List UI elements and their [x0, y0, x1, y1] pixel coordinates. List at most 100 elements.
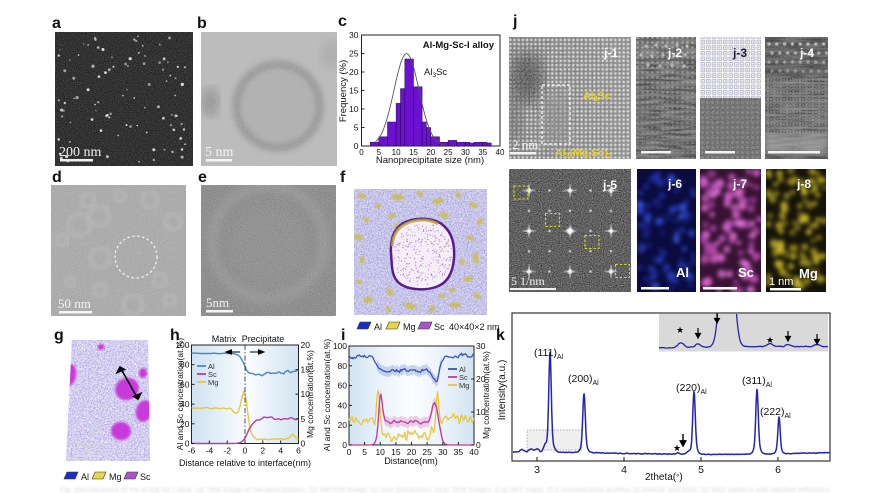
svg-text:Distance relative to interface: Distance relative to interface(nm) [179, 458, 311, 468]
svg-text:Al: Al [374, 322, 382, 332]
svg-text:Mg: Mg [799, 266, 818, 281]
svg-text:h: h [170, 327, 180, 344]
svg-text:0: 0 [476, 440, 481, 450]
svg-text:50 nm: 50 nm [58, 296, 91, 311]
svg-text:Sc: Sc [738, 265, 754, 280]
svg-text:j-8: j-8 [796, 177, 811, 191]
svg-text:-6: -6 [188, 446, 196, 456]
svg-text:5 nm: 5 nm [205, 145, 234, 160]
svg-text:80: 80 [180, 360, 190, 370]
svg-text:40: 40 [469, 447, 479, 457]
svg-text:35: 35 [454, 447, 464, 457]
svg-text:1 nm: 1 nm [769, 276, 793, 288]
svg-text:2 nm: 2 nm [512, 137, 538, 152]
svg-text:Al3Sc: Al3Sc [583, 90, 611, 103]
svg-text:5: 5 [362, 447, 367, 457]
svg-text:e: e [198, 169, 207, 186]
svg-text:Precipitate: Precipitate [242, 334, 285, 344]
svg-text:j-4: j-4 [799, 46, 814, 60]
svg-text:Mg concentration(at.%): Mg concentration(at.%) [481, 351, 491, 439]
svg-text:3: 3 [534, 464, 540, 476]
svg-text:Sc: Sc [459, 373, 468, 382]
svg-text:0: 0 [243, 446, 248, 456]
svg-text:Al: Al [676, 265, 689, 280]
svg-text:(111)Al: (111)Al [534, 347, 564, 361]
svg-text:40: 40 [338, 400, 348, 410]
svg-text:35: 35 [478, 148, 487, 157]
svg-text:2: 2 [260, 446, 265, 456]
svg-text:Nanoprecipitate size (nm): Nanoprecipitate size (nm) [376, 155, 484, 166]
svg-text:★: ★ [673, 443, 681, 453]
svg-text:Mg: Mg [459, 381, 469, 390]
svg-text:Mg: Mg [109, 472, 122, 482]
svg-text:Al: Al [81, 472, 89, 482]
svg-text:Mg: Mg [208, 378, 218, 387]
svg-text:6: 6 [296, 446, 301, 456]
svg-text:30: 30 [349, 30, 359, 40]
svg-text:g: g [54, 327, 64, 344]
svg-text:Fig. Microstructure of the Al-: Fig. Microstructure of the Al-Mg-Sc-I al… [60, 487, 830, 493]
svg-text:20: 20 [407, 447, 417, 457]
svg-text:-4: -4 [206, 446, 214, 456]
svg-text:5: 5 [698, 464, 704, 476]
svg-text:15: 15 [349, 86, 359, 96]
svg-text:Mg concentration(at.%): Mg concentration(at.%) [305, 350, 315, 438]
svg-text:f: f [340, 169, 346, 186]
svg-text:j-5: j-5 [602, 178, 617, 192]
svg-text:20: 20 [426, 148, 435, 157]
svg-text:40×40×2 nm: 40×40×2 nm [449, 322, 500, 332]
svg-text:10: 10 [349, 104, 359, 114]
svg-text:20: 20 [338, 420, 348, 430]
svg-text:b: b [197, 15, 207, 32]
svg-text:40: 40 [180, 399, 190, 409]
svg-text:Al: Al [208, 362, 215, 371]
svg-text:4: 4 [621, 464, 627, 476]
svg-text:20: 20 [349, 67, 359, 77]
svg-text:d: d [52, 169, 62, 186]
svg-text:i: i [341, 327, 345, 344]
svg-text:5: 5 [301, 414, 306, 424]
svg-text:0: 0 [354, 141, 359, 151]
svg-text:25: 25 [444, 148, 453, 157]
svg-text:j-2: j-2 [667, 46, 682, 60]
svg-text:Al and Sc concentration(at.%): Al and Sc concentration(at.%) [322, 339, 332, 452]
svg-text:Intensity(a.u.): Intensity(a.u.) [497, 360, 508, 421]
svg-text:(200)Al: (200)Al [568, 373, 599, 387]
svg-text:★: ★ [676, 325, 684, 335]
svg-text:200 nm: 200 nm [59, 145, 102, 160]
svg-text:k: k [496, 327, 505, 344]
svg-text:15: 15 [391, 447, 401, 457]
svg-text:5nm: 5nm [206, 295, 229, 310]
svg-text:0: 0 [301, 439, 306, 449]
svg-text:Sc: Sc [208, 370, 217, 379]
svg-text:(311)Al: (311)Al [742, 375, 772, 389]
svg-text:5: 5 [377, 148, 382, 157]
svg-text:60: 60 [180, 379, 190, 389]
svg-text:(220)Al: (220)Al [676, 382, 707, 396]
svg-text:0: 0 [347, 447, 352, 457]
svg-text:Sc: Sc [434, 322, 445, 332]
svg-text:-2: -2 [223, 446, 231, 456]
svg-text:10: 10 [375, 447, 385, 457]
svg-text:(222)Al: (222)Al [760, 406, 791, 420]
svg-text:Frequency (%): Frequency (%) [338, 60, 349, 122]
svg-text:15: 15 [301, 365, 311, 375]
svg-text:20: 20 [180, 419, 190, 429]
svg-text:60: 60 [338, 381, 348, 391]
svg-text:j-6: j-6 [667, 177, 682, 191]
svg-text:20: 20 [476, 374, 486, 384]
svg-text:25: 25 [422, 447, 432, 457]
svg-text:100: 100 [175, 340, 189, 350]
svg-text:Al-Mg-Sc-I alloy: Al-Mg-Sc-I alloy [423, 40, 495, 51]
svg-text:★: ★ [766, 335, 774, 345]
svg-text:40: 40 [496, 148, 505, 157]
svg-text:25nm: 25nm [72, 439, 110, 456]
svg-text:0: 0 [185, 439, 190, 449]
svg-text:Matrix: Matrix [212, 334, 237, 344]
svg-text:Al3(Mg,Sc)2: Al3(Mg,Sc)2 [555, 147, 612, 160]
svg-text:30: 30 [438, 447, 448, 457]
svg-text:2theta(°): 2theta(°) [645, 472, 683, 483]
svg-text:Distance(nm): Distance(nm) [384, 456, 438, 466]
svg-text:15: 15 [409, 148, 418, 157]
svg-text:20: 20 [301, 340, 311, 350]
